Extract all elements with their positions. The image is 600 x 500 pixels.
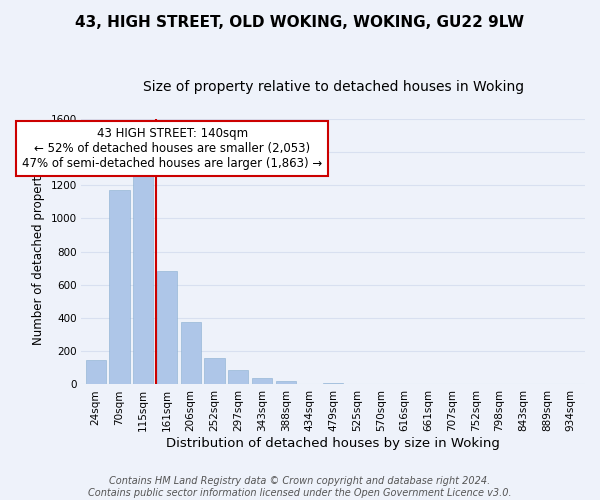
- Bar: [323, 383, 343, 384]
- Text: 43, HIGH STREET, OLD WOKING, WOKING, GU22 9LW: 43, HIGH STREET, OLD WOKING, WOKING, GU2…: [76, 15, 524, 30]
- Bar: [205, 358, 224, 384]
- Title: Size of property relative to detached houses in Woking: Size of property relative to detached ho…: [143, 80, 524, 94]
- Bar: [133, 176, 153, 384]
- Bar: [275, 381, 296, 384]
- Bar: [181, 322, 201, 384]
- Bar: [109, 190, 130, 384]
- Y-axis label: Number of detached properties: Number of detached properties: [32, 158, 45, 344]
- Text: Contains HM Land Registry data © Crown copyright and database right 2024.
Contai: Contains HM Land Registry data © Crown c…: [88, 476, 512, 498]
- Bar: [252, 378, 272, 384]
- Text: 43 HIGH STREET: 140sqm
← 52% of detached houses are smaller (2,053)
47% of semi-: 43 HIGH STREET: 140sqm ← 52% of detached…: [22, 126, 322, 170]
- Bar: [228, 370, 248, 384]
- X-axis label: Distribution of detached houses by size in Woking: Distribution of detached houses by size …: [166, 437, 500, 450]
- Bar: [86, 360, 106, 384]
- Bar: [157, 270, 177, 384]
